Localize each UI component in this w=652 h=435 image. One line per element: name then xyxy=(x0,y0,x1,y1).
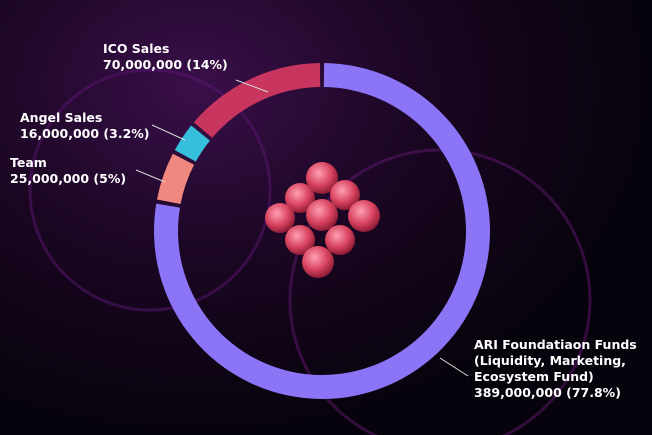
segment-label: ICO Sales 70,000,000 (14%) xyxy=(103,41,253,73)
segment-label: Team 25,000,000 (5%) xyxy=(10,155,160,187)
glow-ring xyxy=(28,68,272,312)
leader-line xyxy=(235,79,269,93)
donut-segment xyxy=(193,63,321,138)
leader-line xyxy=(135,169,166,183)
glow-ring xyxy=(288,148,592,435)
donut-segment xyxy=(174,125,210,162)
leader-line xyxy=(151,124,186,141)
category-name: ICO Sales xyxy=(103,41,170,56)
value-label: 25,000,000 (5%) xyxy=(10,171,127,186)
logo xyxy=(265,162,380,278)
segment-label: Angel Sales 16,000,000 (3.2%) xyxy=(20,110,170,142)
value-label: 16,000,000 (3.2%) xyxy=(20,126,150,141)
segment-label: ARI Foundatiaon Funds (Liquidity, Market… xyxy=(474,337,644,401)
value-label: 70,000,000 (14%) xyxy=(103,57,228,72)
donut-segment xyxy=(156,153,195,205)
category-name: ARI Foundatiaon Funds (Liquidity, Market… xyxy=(474,337,637,384)
leader-line xyxy=(439,357,469,377)
category-name: Angel Sales xyxy=(20,110,103,125)
value-label: 389,000,000 (77.8%) xyxy=(474,385,621,400)
category-name: Team xyxy=(10,155,47,170)
